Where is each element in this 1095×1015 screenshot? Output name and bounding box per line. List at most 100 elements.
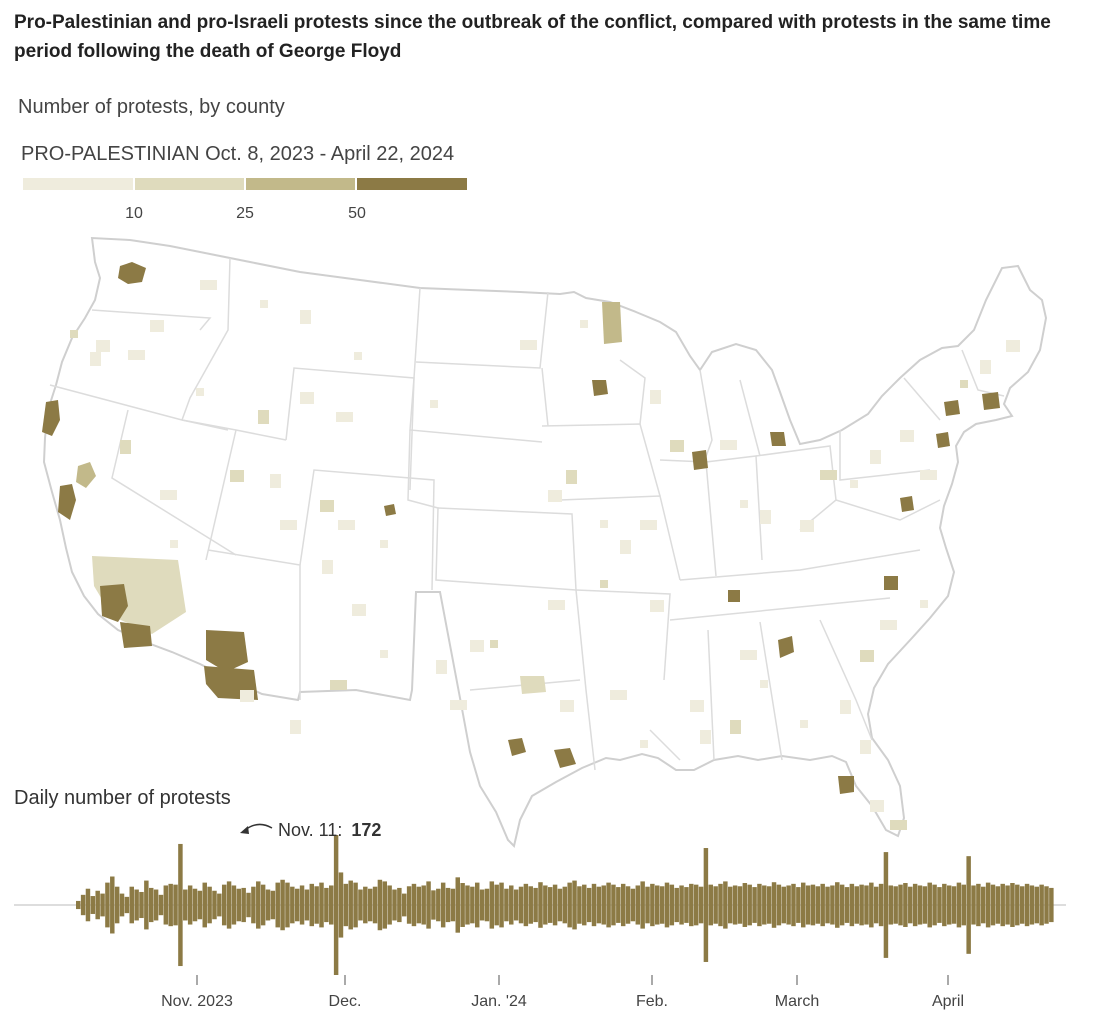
annotation-arrowhead xyxy=(240,826,249,834)
timeline-bar xyxy=(830,885,835,925)
timeline-title: Daily number of protests xyxy=(14,787,231,809)
state-border-line xyxy=(541,367,549,427)
timeline-bar xyxy=(985,882,991,928)
timeline-bar xyxy=(664,882,670,928)
timeline-bar xyxy=(946,885,952,925)
county-low-count xyxy=(290,720,301,734)
state-border-line xyxy=(759,621,783,761)
timeline-bar xyxy=(1039,884,1044,926)
daily-protests-timeline: Nov. 2023 Dec. Jan. '24 Feb. March April Nov.… xyxy=(14,820,1066,1010)
timeline-bar xyxy=(538,882,543,928)
county-low-count xyxy=(300,310,311,324)
county-nashville-tn xyxy=(728,590,740,602)
timeline-bar xyxy=(533,887,538,923)
county-low-count xyxy=(470,640,484,652)
timeline-bar xyxy=(679,885,684,925)
timeline-bar xyxy=(168,883,173,927)
timeline-bar xyxy=(547,887,553,923)
timeline-bar xyxy=(129,886,134,924)
timeline-bar xyxy=(1010,883,1015,927)
timeline-bar xyxy=(684,887,689,923)
timeline-bar xyxy=(333,835,339,975)
timeline-bar xyxy=(698,886,704,924)
county-low-count xyxy=(890,820,907,830)
county-low-count xyxy=(196,388,204,396)
timeline-bar xyxy=(825,886,830,924)
timeline-bar xyxy=(236,888,242,922)
county-houston-tx xyxy=(554,748,576,768)
timeline-bar xyxy=(616,887,621,923)
county-low-count xyxy=(548,600,565,610)
timeline-bar xyxy=(737,886,743,924)
timeline-bars xyxy=(76,835,1054,975)
county-low-count xyxy=(720,440,737,450)
county-low-count xyxy=(860,740,871,754)
state-border-line xyxy=(559,495,681,581)
timeline-bar xyxy=(942,883,947,927)
month-tick-label: Dec. xyxy=(329,993,362,1010)
county-low-count xyxy=(920,470,937,480)
timeline-bar xyxy=(557,888,563,922)
county-low-count xyxy=(270,474,281,488)
county-durham-nc xyxy=(884,576,898,590)
timeline-bar xyxy=(1015,884,1020,926)
county-atlanta-ga xyxy=(778,636,794,658)
county-low-count xyxy=(160,490,177,500)
county-low-count xyxy=(880,620,897,630)
timeline-bar xyxy=(221,884,227,926)
timeline-bar xyxy=(260,884,266,926)
timeline-bar xyxy=(927,882,932,928)
timeline-bar xyxy=(416,886,422,924)
timeline-bar xyxy=(90,896,96,914)
timeline-bar xyxy=(304,889,310,921)
timeline-bar xyxy=(338,872,344,938)
county-low-count xyxy=(690,700,704,712)
timeline-bar xyxy=(800,882,806,928)
timeline-bar xyxy=(625,886,631,924)
timeline-bar xyxy=(246,892,251,918)
timeline-bar xyxy=(888,885,894,925)
timeline-bar xyxy=(990,884,996,926)
annotation-date: Nov. 11: xyxy=(278,820,342,840)
timeline-bar xyxy=(217,893,222,917)
county-low-count xyxy=(860,650,874,662)
county-sacramento-ca xyxy=(76,462,96,488)
timeline-bar xyxy=(898,884,903,926)
timeline-bar xyxy=(212,890,217,920)
timeline-bar xyxy=(971,885,976,925)
state-border-line xyxy=(707,629,715,761)
state-border-line xyxy=(299,469,435,591)
county-low-count xyxy=(120,440,131,454)
county-low-count xyxy=(336,412,353,422)
county-tampa-fl xyxy=(838,776,854,794)
county-low-count xyxy=(90,352,101,366)
county-low-count xyxy=(560,700,574,712)
timeline-bar xyxy=(251,886,256,924)
timeline-bar xyxy=(523,883,529,927)
county-maricopa-county-az xyxy=(206,630,248,672)
county-low-count xyxy=(920,600,928,608)
timeline-bar xyxy=(1005,885,1010,925)
county-austin-tx xyxy=(508,738,526,756)
state-border-line xyxy=(649,729,681,761)
timeline-bar xyxy=(844,887,850,923)
timeline-bar xyxy=(367,888,373,922)
county-low-count xyxy=(338,520,355,530)
county-low-count xyxy=(1006,340,1020,352)
timeline-bar xyxy=(139,891,144,919)
timeline-bar xyxy=(805,885,811,925)
county-low-count xyxy=(800,520,814,532)
state-border-line xyxy=(819,619,873,741)
timeline-bar xyxy=(976,883,981,927)
timeline-bar xyxy=(178,843,183,967)
timeline-bar xyxy=(1019,886,1025,924)
timeline-bar xyxy=(290,886,295,924)
county-san-francisco-bay-area-ca xyxy=(58,484,76,520)
county-low-count xyxy=(380,650,388,658)
timeline-bar xyxy=(786,885,791,925)
timeline-bar xyxy=(187,885,193,925)
state-border-line xyxy=(739,379,761,457)
timeline-bar xyxy=(586,887,592,923)
timeline-bar xyxy=(299,885,305,925)
